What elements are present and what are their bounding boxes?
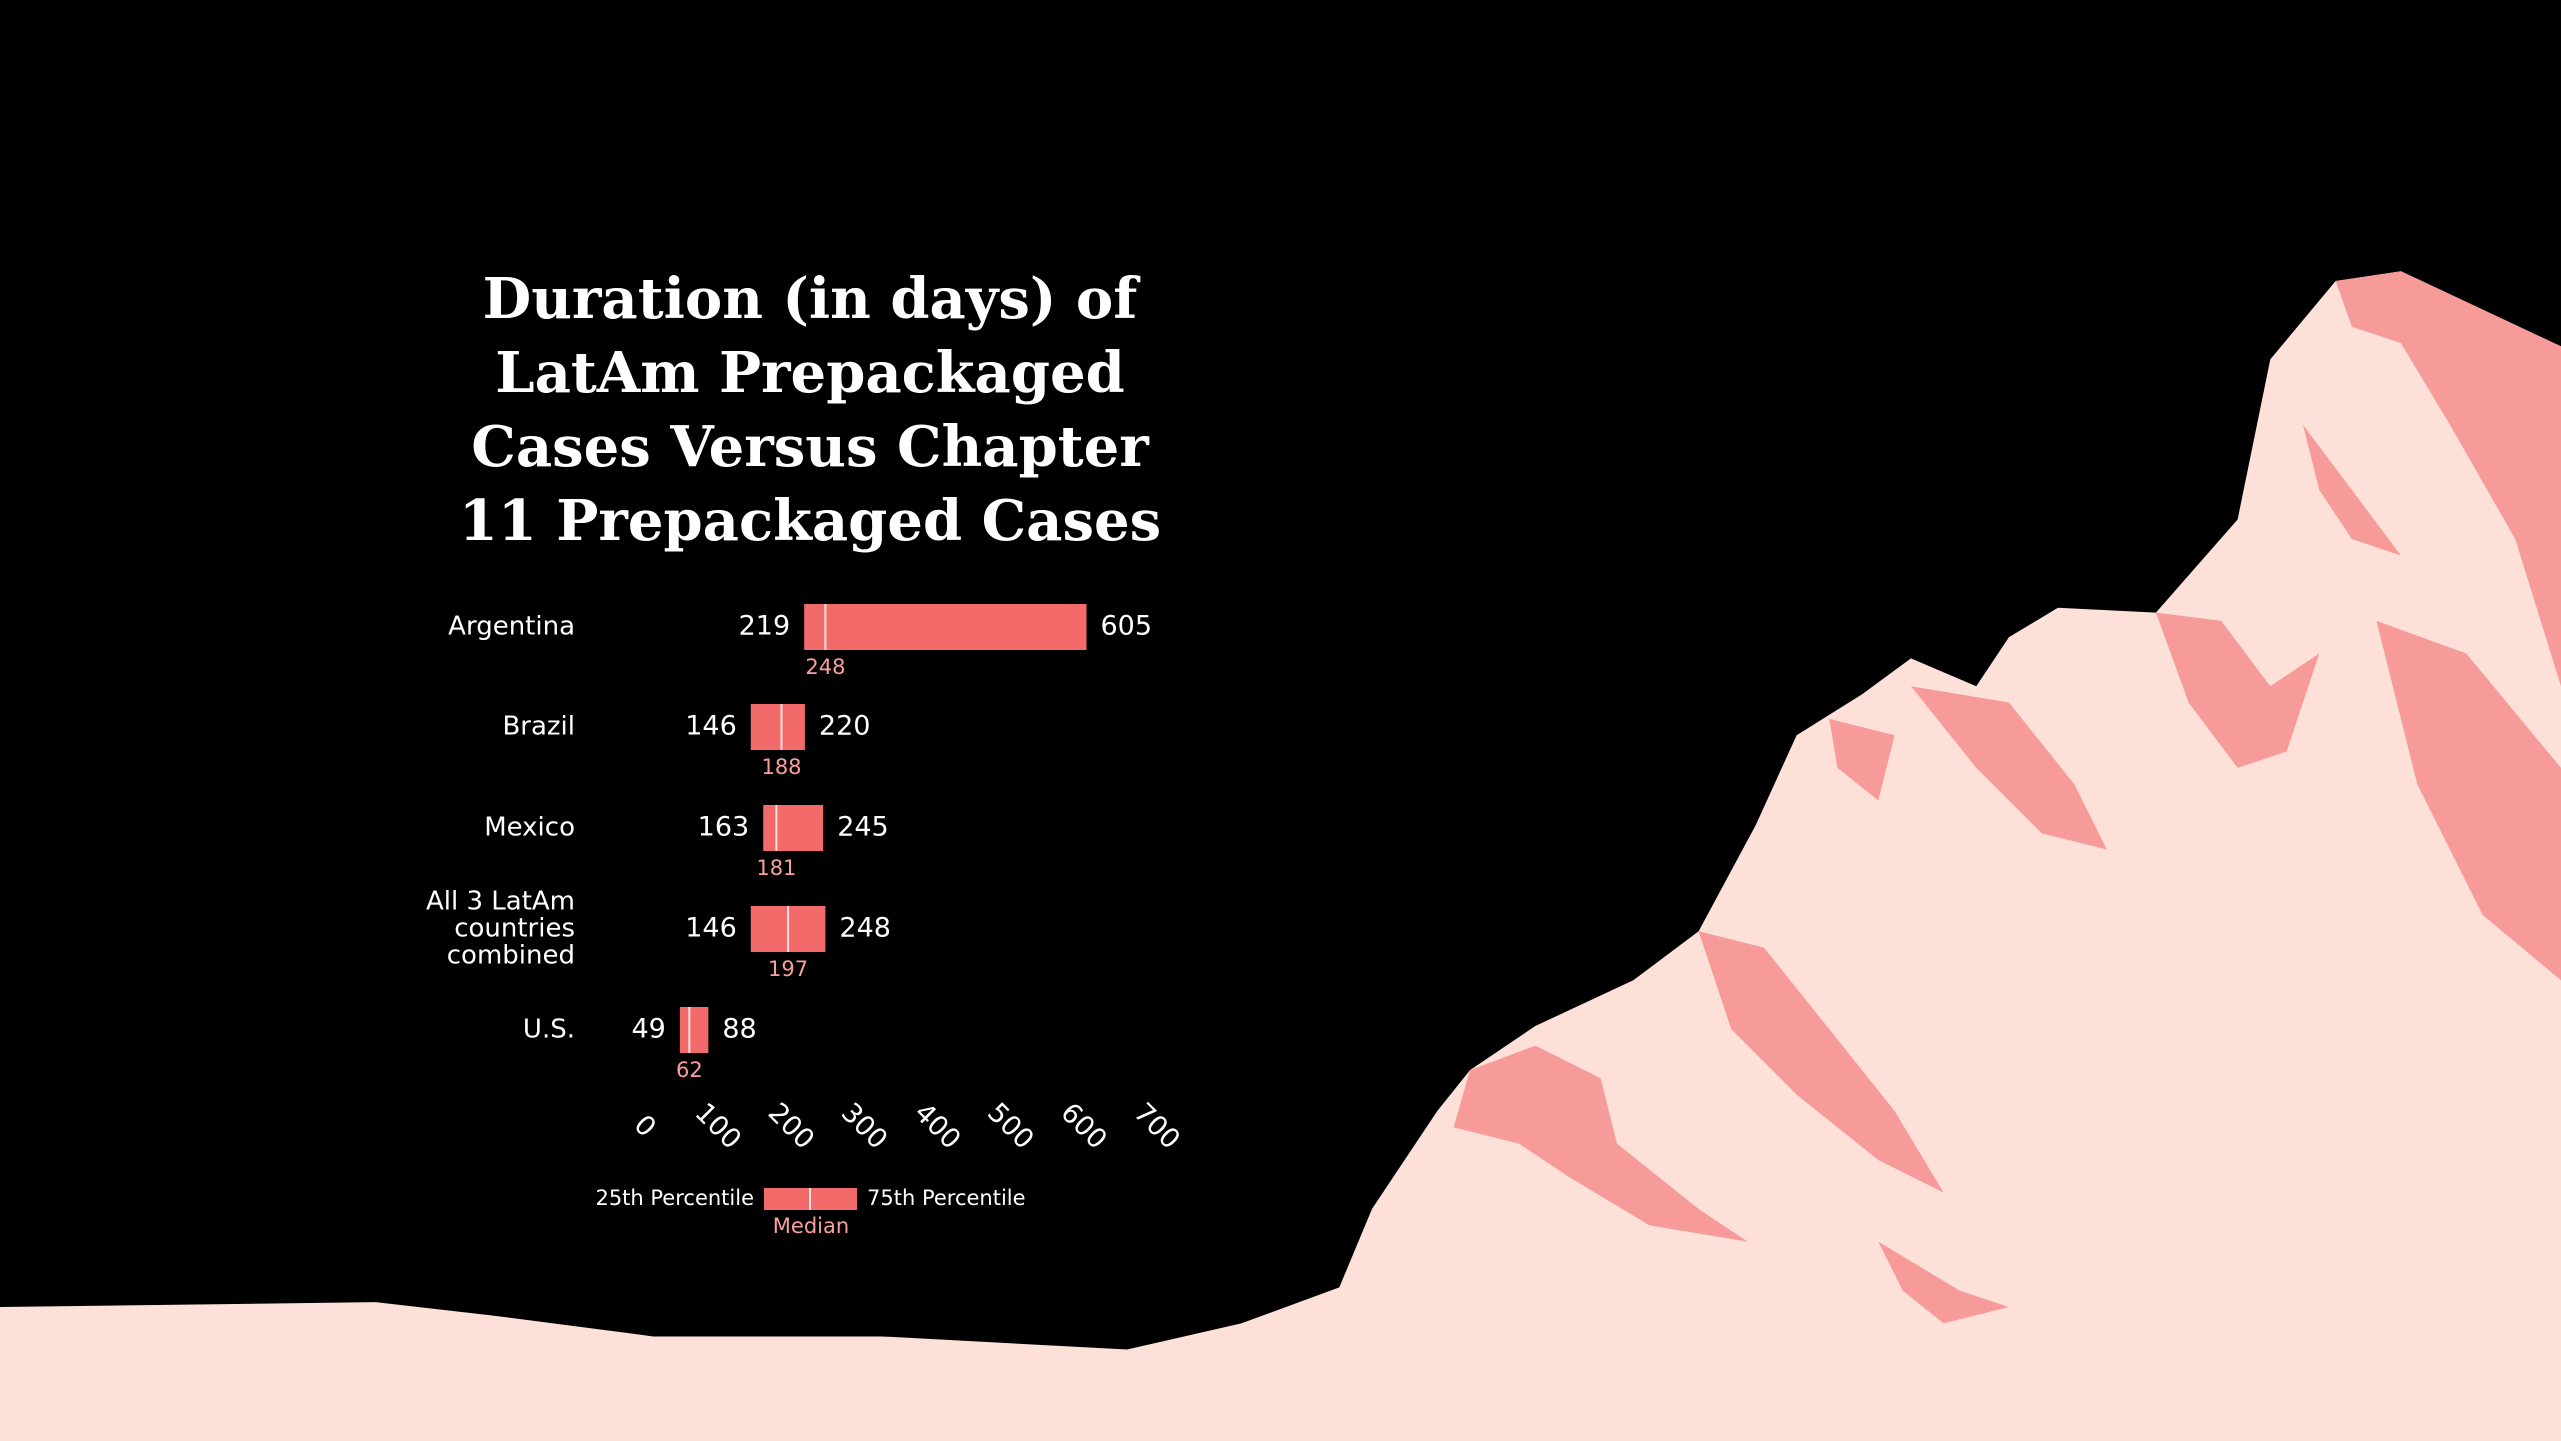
mountain xyxy=(0,271,2561,1441)
high-label: 245 xyxy=(837,812,889,843)
range-bar xyxy=(804,604,1087,650)
median-label: 181 xyxy=(756,856,796,880)
x-tick-label: 500 xyxy=(981,1097,1039,1155)
x-tick-label: 200 xyxy=(762,1097,820,1155)
category-label: Argentina xyxy=(448,611,575,642)
category-label: Mexico xyxy=(484,812,575,843)
chart-title: Duration (in days) of LatAm Prepackaged … xyxy=(458,266,1162,554)
low-label: 219 xyxy=(739,611,791,642)
median-label: 188 xyxy=(761,755,801,779)
low-label: 49 xyxy=(631,1014,665,1045)
low-label: 146 xyxy=(685,913,737,944)
high-label: 248 xyxy=(839,913,891,944)
range-bar xyxy=(679,1007,709,1053)
range-bar xyxy=(750,704,805,750)
low-label: 163 xyxy=(698,812,750,843)
x-tick-label: 300 xyxy=(835,1097,893,1155)
category-label: Brazil xyxy=(502,711,575,742)
x-tick-label: 600 xyxy=(1054,1097,1112,1155)
category-label: All 3 LatAm countries combined xyxy=(425,886,575,971)
median-label: 248 xyxy=(805,655,845,679)
high-label: 220 xyxy=(819,711,871,742)
low-label: 146 xyxy=(685,711,737,742)
median-label: 197 xyxy=(768,957,808,981)
high-label: 88 xyxy=(722,1014,756,1045)
x-tick-label: 400 xyxy=(908,1097,966,1155)
legend-label: 75th Percentile xyxy=(867,1186,1026,1210)
x-tick-label: 0 xyxy=(628,1109,662,1143)
category-label: U.S. xyxy=(522,1014,575,1045)
median-label: 62 xyxy=(676,1058,703,1082)
legend-label: 25th Percentile xyxy=(595,1186,754,1210)
x-tick-label: 100 xyxy=(689,1097,747,1155)
mountain-shading xyxy=(1453,271,2561,1324)
x-tick-label: 700 xyxy=(1128,1097,1186,1155)
legend-label: Median xyxy=(773,1214,849,1238)
high-label: 605 xyxy=(1101,611,1153,642)
range-bar xyxy=(763,805,824,851)
